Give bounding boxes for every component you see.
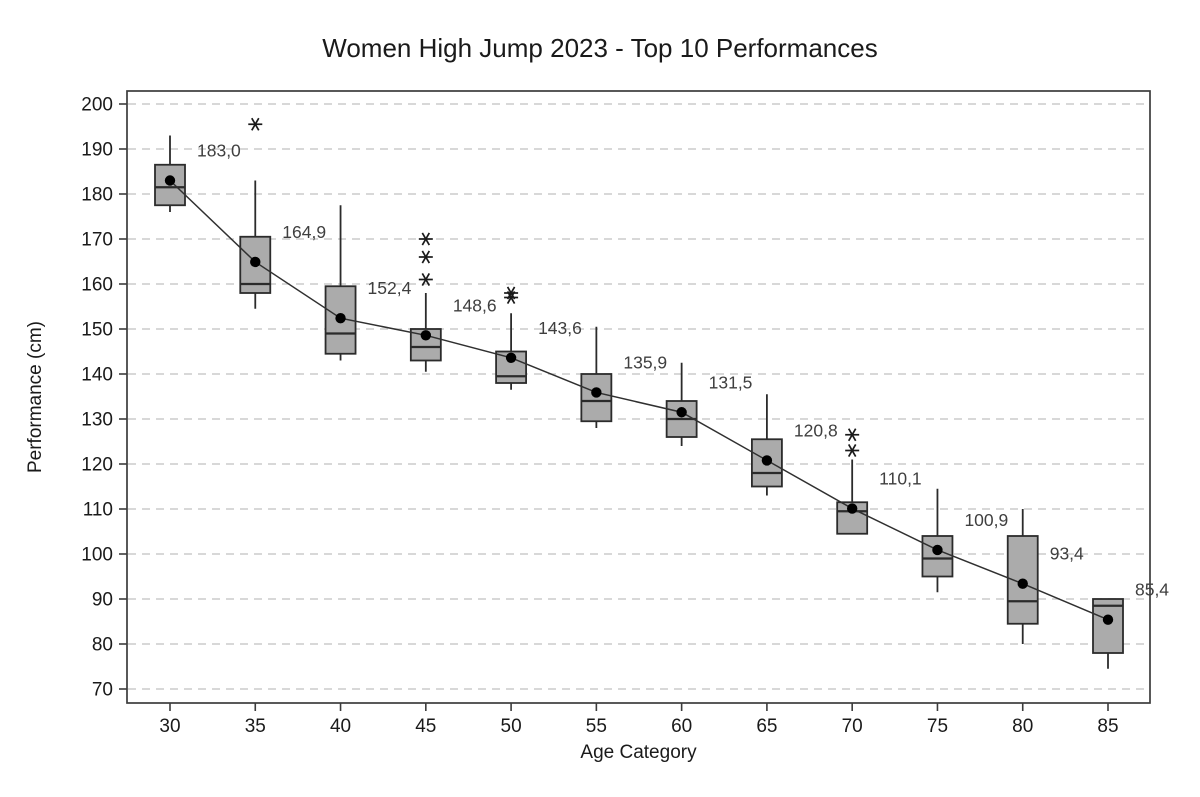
boxplot-age-50 (495, 313, 527, 390)
mean-label-age-85: 85,4 (1135, 580, 1169, 600)
mean-label-age-40: 152,4 (368, 278, 412, 298)
mean-point-age-30 (164, 175, 176, 186)
boxplot-age-30 (154, 135, 186, 212)
boxplot-age-70 (836, 459, 869, 535)
mean-point-age-65 (761, 455, 773, 466)
mean-label-age-60: 131,5 (709, 372, 753, 392)
outlier-asterisk (845, 444, 860, 457)
gridlines (128, 103, 1149, 690)
y-tick-label: 170 (81, 230, 113, 251)
boxplot-age-75 (921, 488, 954, 593)
mean-label-age-30: 183,0 (197, 141, 241, 161)
boxplot-age-35 (239, 180, 272, 309)
mean-label-age-70: 110,1 (879, 469, 922, 489)
outlier-asterisk (418, 250, 433, 264)
y-axis-title: Performance (cm) (25, 320, 46, 474)
y-tick-label: 70 (92, 680, 113, 701)
mean-label-age-50: 143,6 (538, 318, 582, 338)
x-tick-label: 75 (927, 716, 948, 737)
boxplot-age-60 (665, 362, 698, 446)
y-tick-label: 90 (92, 590, 113, 611)
outlier-asterisk (418, 273, 433, 286)
x-tick-label: 35 (245, 716, 266, 737)
mean-label-age-75: 100,9 (964, 510, 1008, 530)
plot-border (126, 90, 1151, 704)
outlier-asterisk (418, 232, 433, 246)
boxplot-age-55 (580, 326, 613, 428)
mean-point-age-60 (676, 407, 687, 418)
y-axis-ticks: 200 190 180 170 160 150 140 130 120 110 100 90 80 70 (81, 95, 127, 701)
mean-connecting-line (169, 179, 1109, 621)
x-tick-label: 50 (501, 716, 522, 737)
y-tick-label: 120 (81, 455, 113, 476)
mean-label-age-55: 135,9 (623, 352, 667, 372)
mean-point-age-55 (591, 387, 602, 398)
x-tick-label: 70 (842, 716, 863, 737)
y-tick-label: 110 (83, 500, 113, 521)
outlier-asterisk (248, 117, 263, 131)
y-tick-label: 150 (81, 320, 113, 341)
x-tick-label: 45 (415, 716, 436, 737)
mean-point-age-70 (846, 503, 858, 514)
mean-point-age-40 (335, 313, 346, 324)
mean-point-age-50 (505, 352, 517, 363)
outlier-asterisk (504, 291, 519, 304)
mean-point-age-80 (1017, 578, 1028, 589)
chart-title: Women High Jump 2023 - Top 10 Performanc… (322, 33, 878, 63)
x-tick-label: 65 (756, 716, 777, 737)
y-tick-label: 200 (81, 95, 113, 116)
boxplot-age-80 (1006, 509, 1039, 644)
outlier-asterisk (845, 428, 860, 442)
boxplot-age-65 (751, 394, 783, 496)
y-tick-label: 160 (81, 275, 113, 296)
mean-label-age-80: 93,4 (1050, 544, 1084, 564)
x-tick-label: 80 (1012, 716, 1033, 737)
boxplot-age-40 (324, 205, 357, 361)
x-axis-title: Age Category (580, 742, 697, 763)
boxplot-age-85 (1092, 598, 1124, 669)
mean-label-age-45: 148,6 (453, 295, 497, 315)
y-tick-label: 180 (81, 185, 113, 206)
y-tick-label: 140 (81, 365, 113, 386)
iqr-box (1092, 598, 1124, 654)
x-tick-label: 30 (159, 716, 180, 737)
x-axis-ticks: 30 35 40 45 50 55 60 65 70 75 80 85 (159, 703, 1119, 737)
mean-point-age-85 (1102, 614, 1114, 625)
y-tick-label: 100 (81, 545, 113, 566)
mean-label-age-65: 120,8 (794, 420, 838, 440)
x-tick-label: 40 (330, 716, 351, 737)
outliers (248, 117, 860, 457)
y-tick-label: 80 (92, 635, 113, 656)
iqr-box (921, 535, 954, 578)
y-tick-label: 190 (81, 140, 113, 161)
x-tick-label: 60 (671, 716, 692, 737)
x-tick-label: 85 (1097, 716, 1118, 737)
mean-point-age-35 (250, 256, 261, 268)
mean-label-age-35: 164,9 (282, 222, 326, 242)
mean-point-age-45 (420, 330, 432, 341)
x-tick-label: 55 (586, 716, 607, 737)
y-tick-label: 130 (81, 410, 113, 431)
mean-point-age-75 (932, 544, 943, 556)
